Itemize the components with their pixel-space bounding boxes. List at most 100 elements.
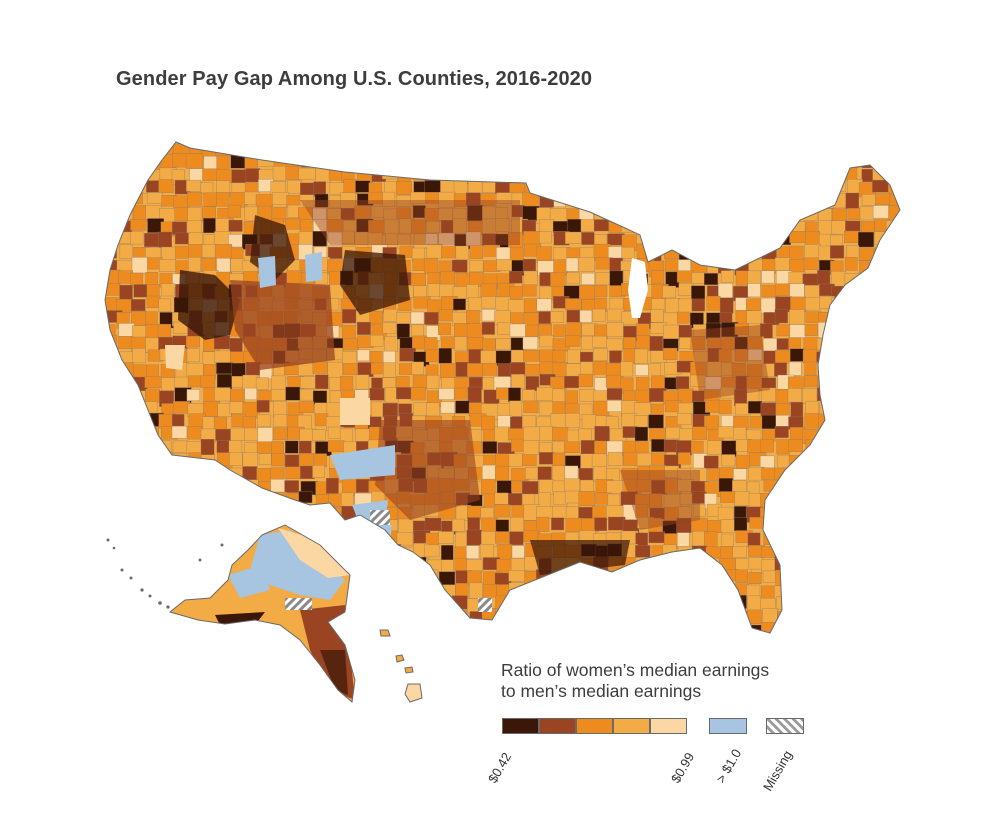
county-cell xyxy=(636,479,652,492)
county-cell xyxy=(469,582,483,599)
county-cell xyxy=(662,156,676,168)
county-cell xyxy=(326,153,341,166)
county-cell xyxy=(187,530,202,543)
county-cell xyxy=(479,544,494,559)
county-cell xyxy=(175,546,189,560)
county-cell xyxy=(819,479,834,494)
county-cell xyxy=(704,273,718,285)
legend-swatch-class-1 xyxy=(502,718,539,734)
county-cell xyxy=(173,491,190,508)
county-cell xyxy=(749,206,762,219)
county-cell xyxy=(482,156,497,171)
county-cell xyxy=(788,376,804,390)
county-cell xyxy=(651,156,666,172)
county-cell xyxy=(873,453,889,470)
county-cell xyxy=(495,142,509,155)
county-cell xyxy=(468,154,481,170)
county-cell xyxy=(831,179,847,192)
county-cell xyxy=(804,169,819,184)
county-cell xyxy=(369,388,385,401)
county-cell xyxy=(774,468,789,481)
county-cell xyxy=(285,506,302,520)
county-cell xyxy=(186,467,202,485)
county-cell xyxy=(832,363,849,379)
county-cell xyxy=(370,334,384,347)
county-cell xyxy=(775,220,789,234)
county-cell xyxy=(119,195,136,210)
county-cell xyxy=(860,597,875,611)
county-cell xyxy=(704,531,718,548)
county-cell xyxy=(353,597,368,612)
county-cell xyxy=(593,624,608,633)
county-cell xyxy=(609,350,622,364)
county-cell xyxy=(397,154,412,168)
county-cell xyxy=(874,492,890,508)
county-cell xyxy=(536,298,552,312)
county-cell xyxy=(507,611,521,627)
county-cell xyxy=(313,520,327,536)
county-cell xyxy=(258,453,272,465)
county-cell xyxy=(888,478,900,491)
county-cell xyxy=(581,414,597,430)
county-cell xyxy=(157,465,173,482)
county-cell xyxy=(497,415,513,429)
county-cell xyxy=(761,270,775,284)
county-cell xyxy=(886,559,900,572)
county-cell xyxy=(579,284,595,301)
county-cell xyxy=(691,272,705,284)
county-cell xyxy=(844,569,861,586)
county-cell xyxy=(581,194,598,208)
county-cell xyxy=(105,351,119,368)
county-cell xyxy=(775,143,791,160)
county-cell xyxy=(552,388,565,402)
county-cell xyxy=(287,180,303,194)
county-cell xyxy=(370,546,387,563)
county-cell xyxy=(818,245,832,262)
county-cell xyxy=(216,155,230,171)
county-cell xyxy=(887,390,900,404)
county-cell xyxy=(664,259,680,272)
county-cell xyxy=(595,571,609,583)
county-cell xyxy=(161,283,175,297)
county-cell xyxy=(845,427,859,441)
county-cell xyxy=(889,583,900,599)
county-cell xyxy=(538,583,556,599)
county-cell xyxy=(803,467,819,484)
county-cell xyxy=(577,169,591,183)
county-cell xyxy=(776,596,792,610)
county-cell xyxy=(539,335,554,348)
county-cell xyxy=(620,205,638,222)
county-cell xyxy=(775,415,790,427)
county-cell xyxy=(859,206,875,221)
county-cell xyxy=(832,610,849,626)
county-cell xyxy=(129,481,146,496)
county-cell xyxy=(789,494,803,508)
county-cell xyxy=(522,609,536,621)
county-cell xyxy=(874,283,890,300)
county-cell xyxy=(509,271,523,284)
county-cell xyxy=(804,532,818,548)
county-cell xyxy=(790,402,804,419)
county-cell xyxy=(411,556,427,574)
county-cell xyxy=(525,324,539,337)
county-cell xyxy=(832,572,850,587)
county-cell xyxy=(185,517,202,534)
county-cell xyxy=(846,337,861,352)
county-cell xyxy=(144,233,161,247)
county-cell xyxy=(858,272,875,286)
county-cell xyxy=(846,413,860,430)
county-cell xyxy=(763,530,781,545)
county-cell xyxy=(580,453,593,469)
county-cell xyxy=(231,169,248,184)
county-cell xyxy=(872,154,890,168)
county-cell xyxy=(761,467,776,480)
county-cell xyxy=(144,480,160,494)
county-cell xyxy=(606,620,622,633)
county-cell xyxy=(468,143,485,156)
county-cell xyxy=(105,387,118,403)
county-cell xyxy=(609,180,625,196)
county-cell xyxy=(691,245,705,257)
county-cell xyxy=(664,142,679,155)
county-cell xyxy=(651,234,667,248)
county-cell xyxy=(704,245,719,259)
